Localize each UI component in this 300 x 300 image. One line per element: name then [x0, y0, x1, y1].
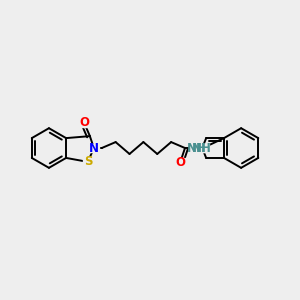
Text: O: O	[175, 156, 185, 170]
Text: NH: NH	[192, 142, 212, 154]
Text: O: O	[79, 116, 89, 129]
Bar	[83, 158, 93, 166]
Text: NH: NH	[187, 142, 207, 154]
Bar	[195, 144, 209, 152]
Bar	[190, 144, 204, 152]
Text: N: N	[89, 142, 99, 154]
Bar	[89, 144, 99, 152]
Bar	[175, 158, 185, 167]
Text: S: S	[84, 155, 92, 168]
Bar	[79, 118, 89, 127]
